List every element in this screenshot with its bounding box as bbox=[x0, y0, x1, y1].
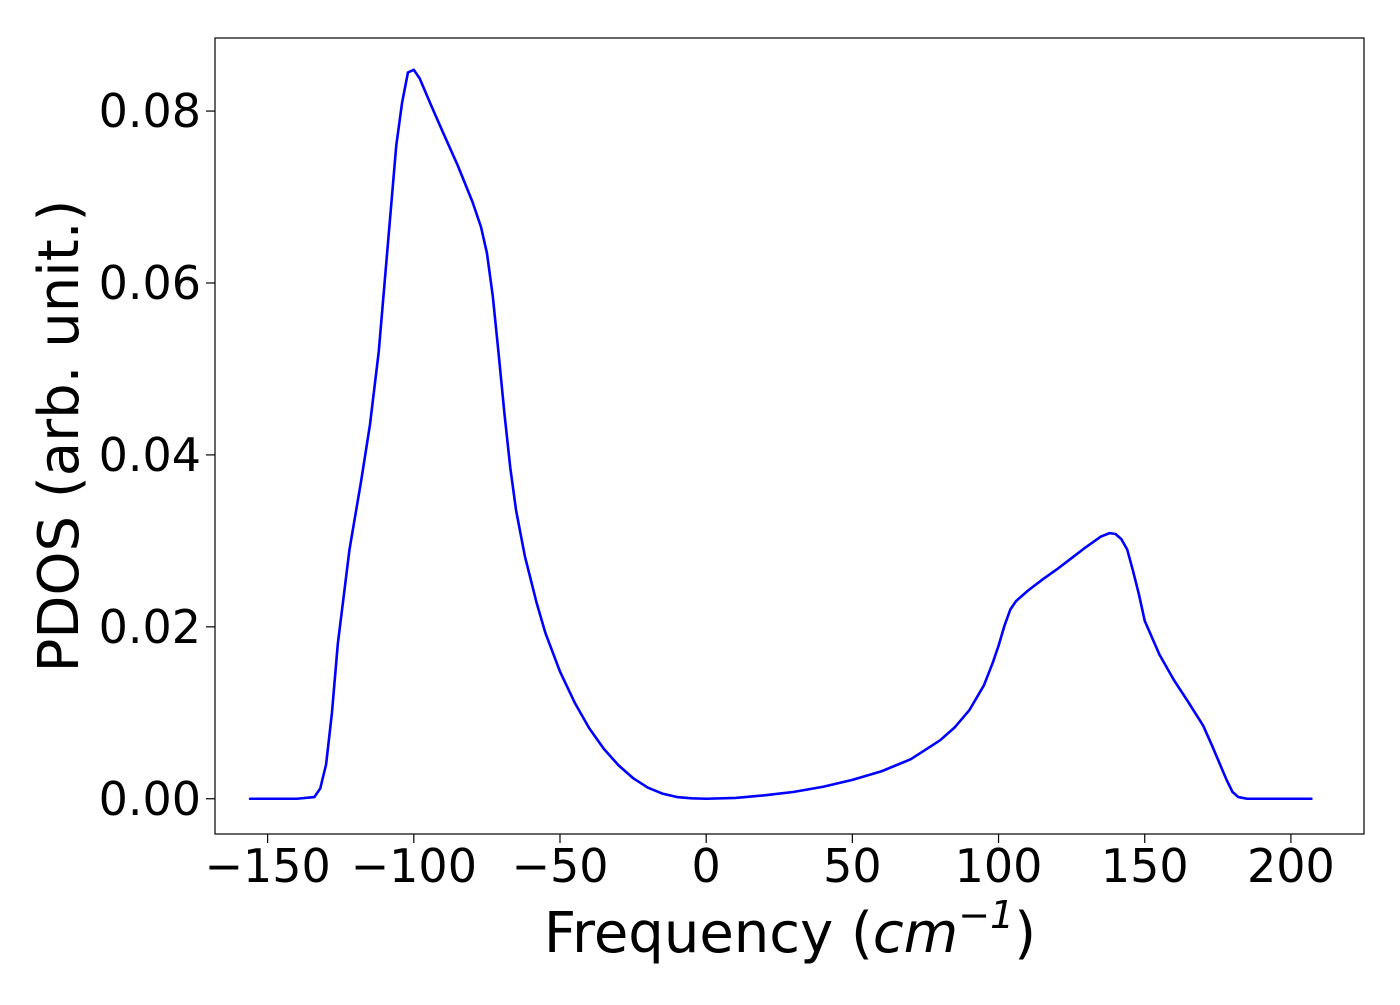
y-axis-label: PDOS (arb. unit.) bbox=[27, 200, 92, 673]
x-tick-label: −50 bbox=[511, 839, 608, 893]
x-axis-label-prefix: Frequency ( bbox=[544, 901, 873, 966]
x-axis-ticks: −150 −100 −50 0 50 100 150 200 bbox=[204, 834, 1335, 893]
y-axis-ticks: 0.00 0.02 0.04 0.06 0.08 bbox=[99, 84, 215, 826]
x-tick-label: 100 bbox=[955, 839, 1043, 893]
x-tick-label: 0 bbox=[692, 839, 721, 893]
y-tick-label: 0.08 bbox=[99, 84, 201, 138]
x-axis-label-suffix: ) bbox=[1014, 901, 1036, 966]
plot-frame bbox=[214, 37, 1365, 835]
x-tick-label: 50 bbox=[823, 839, 882, 893]
x-axis-label: Frequency (cm−1) bbox=[544, 893, 1036, 966]
y-tick-label: 0.04 bbox=[99, 428, 201, 482]
plot-area bbox=[248, 68, 1313, 801]
x-axis-label-unit: cm bbox=[873, 901, 958, 966]
y-tick-label: 0.06 bbox=[99, 256, 201, 310]
x-tick-label: −150 bbox=[204, 839, 330, 893]
x-axis-label-exponent: −1 bbox=[958, 893, 1014, 937]
x-tick-label: 150 bbox=[1101, 839, 1189, 893]
x-tick-label: −100 bbox=[351, 839, 477, 893]
series-line-0 bbox=[248, 68, 1313, 801]
x-tick-label: 200 bbox=[1247, 839, 1335, 893]
y-tick-label: 0.02 bbox=[99, 600, 201, 654]
y-tick-label: 0.00 bbox=[99, 772, 201, 826]
